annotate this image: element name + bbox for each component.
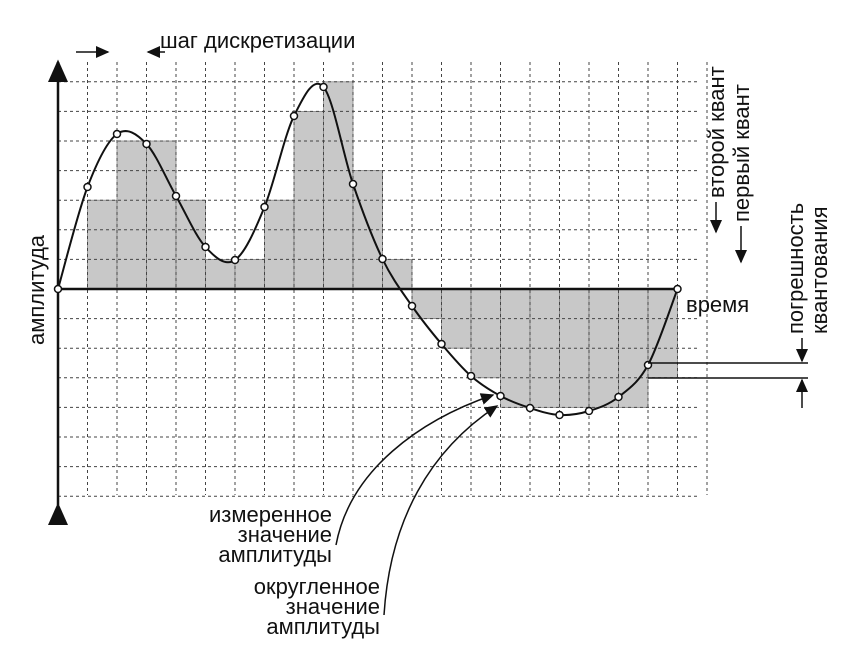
second-quantum-label: второй квант [704,66,729,198]
quantized-bar [87,199,118,290]
sample-point [171,191,181,201]
quantized-bar [205,258,236,290]
first-quantum-label: первый квант [729,84,754,222]
sample-point [260,202,269,212]
measured-label: измеренное [209,502,332,527]
pointer [335,393,495,546]
sample-point [83,182,92,192]
sample-point [496,391,505,401]
error-label: погрешность [783,203,808,334]
measured-label: значение [238,522,332,547]
quantized-bar [116,140,147,290]
sample-point [555,410,564,420]
sample-point [407,301,417,311]
quantized-bar [470,288,501,379]
sample-point [437,339,446,349]
sample-point [289,111,299,121]
sample-point [201,242,210,252]
rounded-label: значение [286,594,380,619]
sample-point [112,129,122,139]
sample-point [614,392,623,402]
sample-point [525,403,535,413]
sample-point [142,139,151,149]
quantized-bar [146,140,177,290]
grid [58,62,708,497]
amplitude-label: амплитуда [24,234,49,345]
time-label: время [686,292,749,317]
quantized-bar [264,199,295,290]
sample-point [348,179,358,189]
step-label: шаг дискретизации [160,28,355,53]
quantized-bar [411,288,442,320]
sample-point [673,284,682,294]
sample-point [53,284,63,294]
measured-label: амплитуды [218,542,332,567]
error-label: квантования [807,206,832,334]
sample-points [53,82,682,420]
quantized-bar [323,81,354,290]
rounded-label: амплитуды [266,614,380,639]
sample-point [584,406,594,416]
signal-curve [57,82,679,417]
pointer [383,405,499,616]
sample-point [466,371,476,381]
rounded-label: округленное [254,574,380,599]
sample-point [378,254,387,264]
sample-point [319,82,328,92]
quantized-bar [175,199,206,290]
quantized-bar [234,258,265,290]
sample-point [230,255,240,265]
